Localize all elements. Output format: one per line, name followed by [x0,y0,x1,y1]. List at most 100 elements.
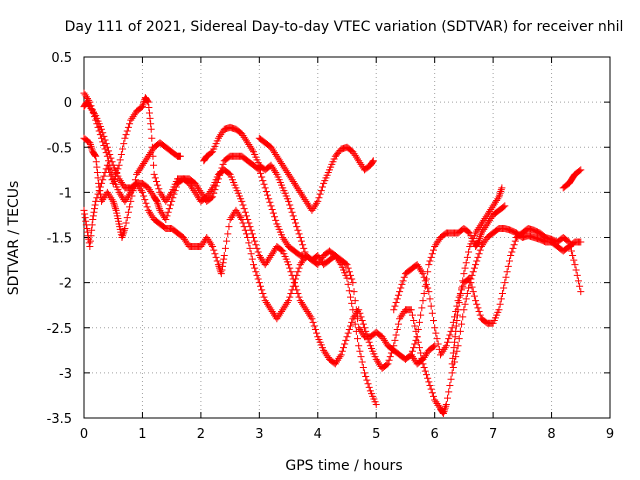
data-point [454,306,462,314]
data-point [144,184,152,192]
data-point [253,271,261,279]
data-point [271,167,279,175]
data-point [100,194,108,202]
data-point [500,203,508,211]
data-point [389,345,397,353]
data-point [302,306,310,314]
data-point [103,188,111,196]
data-point [314,197,322,205]
data-point [361,324,369,332]
data-point [248,255,256,263]
data-point [454,297,462,305]
data-point [91,110,99,118]
data-point [476,222,484,230]
data-point [148,189,156,197]
data-point [292,181,300,189]
data-point [392,298,400,306]
data-point [290,179,298,187]
data-point [266,253,274,261]
data-point [133,170,141,178]
data-point [279,306,287,314]
data-point [482,222,490,230]
data-point [576,167,584,175]
data-point [368,159,376,167]
data-point [482,213,490,221]
data-point [477,220,485,228]
data-point [415,318,423,326]
data-point [150,170,158,178]
data-point [247,226,255,234]
data-point [100,132,108,140]
data-point [147,187,155,195]
data-point [567,247,575,255]
y-tick-label: -2 [59,277,72,292]
data-point [272,150,280,158]
data-point [453,302,461,310]
data-point [427,302,435,310]
data-point [267,252,275,260]
data-point [278,159,286,167]
data-point [358,162,366,170]
data-point [271,149,279,157]
data-point [393,326,401,334]
data-point [300,244,308,252]
data-point [286,264,294,272]
data-point [141,196,149,204]
data-point [268,250,276,258]
data-point [89,212,97,220]
data-point [486,216,494,224]
data-point [497,186,505,194]
data-point [221,244,229,252]
data-point [351,311,359,319]
data-point [241,226,249,234]
data-point [349,315,357,323]
data-point [413,333,421,341]
data-point [145,208,153,216]
data-point [193,183,201,191]
data-point [287,205,295,213]
data-point [496,189,504,197]
data-point [306,311,314,319]
x-tick-label: 5 [372,427,380,442]
data-point [294,226,302,234]
data-point [245,239,253,247]
data-point [148,212,156,220]
data-point [444,338,452,346]
data-point [169,194,177,202]
data-point [253,244,261,252]
data-point [363,376,371,384]
data-point [474,304,482,312]
data-point [200,194,208,202]
data-point [442,400,450,408]
y-tick-label: -1.5 [47,232,72,247]
data-point [267,202,275,210]
data-point [461,264,469,272]
data-point [295,187,303,195]
data-point [165,192,173,200]
data-point [345,326,353,334]
data-point [88,106,96,114]
data-point [345,268,353,276]
data-point [280,235,288,243]
series-track-3 [80,134,184,241]
data-point [223,237,231,245]
data-point [497,295,505,303]
y-tick-label: -2.5 [47,322,72,337]
data-point [491,198,499,206]
data-point [458,320,466,328]
data-point [301,304,309,312]
data-point [122,131,130,139]
data-point [192,190,200,198]
data-point [425,261,433,269]
data-point [440,345,448,353]
data-point [147,149,155,157]
data-point [147,120,155,128]
data-point [110,201,118,209]
data-point [414,262,422,270]
data-point [128,192,136,200]
data-point [84,228,92,236]
data-point [283,169,291,177]
data-point [422,350,430,358]
data-point [225,223,233,231]
data-point [146,114,154,122]
